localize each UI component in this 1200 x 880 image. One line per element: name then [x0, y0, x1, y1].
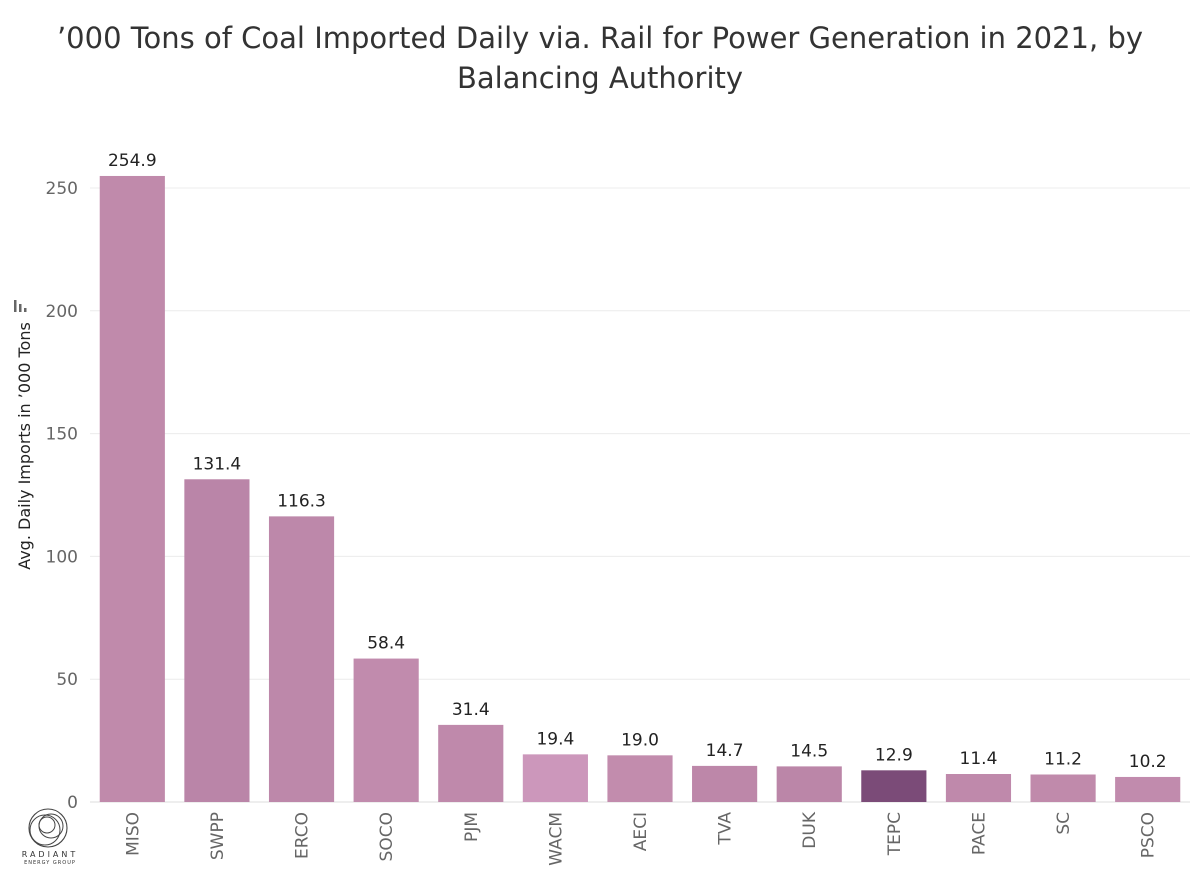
value-label: 58.4 [367, 634, 405, 654]
bar-aeci[interactable] [607, 755, 673, 802]
bar-psco[interactable] [1115, 776, 1181, 802]
bars [99, 175, 1181, 803]
x-axis-categories: MISO SWPP ERCO SOCO PJM WACM AECI TVA DUK TEPC PAC… [123, 811, 1158, 866]
x-category-label: ERCO [293, 812, 313, 859]
bar-sc[interactable] [1030, 774, 1096, 802]
bar-miso[interactable] [99, 175, 165, 803]
gridlines [90, 187, 1190, 803]
value-label: 131.4 [193, 454, 242, 474]
bar-tva[interactable] [692, 765, 758, 802]
bar-swpp[interactable] [184, 479, 250, 802]
y-tick-label: 50 [56, 670, 78, 690]
bar-wacm[interactable] [522, 754, 588, 802]
x-category-label: SWPP [208, 812, 228, 860]
y-tick-label: 250 [46, 179, 78, 199]
bar-soco[interactable] [353, 658, 419, 802]
x-category-label: MISO [123, 812, 143, 856]
x-category-label: SC [1054, 812, 1074, 835]
y-axis-ticks: 0 50 100 150 200 250 [46, 179, 78, 813]
x-category-label: DUK [800, 811, 820, 849]
chart-title-line-1: ’000 Tons of Coal Imported Daily via. Ra… [56, 21, 1144, 55]
logo-subtitle: ENERGY GROUP [24, 860, 76, 866]
value-label: 14.7 [706, 741, 744, 761]
y-tick-label: 150 [46, 425, 78, 445]
bar-pace[interactable] [945, 774, 1012, 802]
y-axis-title-group: Avg. Daily Imports in ’000 Tons [14, 300, 34, 570]
bar-duk[interactable] [776, 766, 842, 802]
value-label: 10.2 [1129, 752, 1167, 772]
y-axis-title: Avg. Daily Imports in ’000 Tons [15, 322, 34, 570]
x-category-label: SOCO [377, 812, 397, 861]
y-tick-label: 100 [46, 547, 78, 567]
x-category-label: AECI [631, 812, 651, 851]
logo-name: RADIANT [21, 850, 79, 859]
y-tick-label: 0 [67, 793, 78, 813]
value-label: 12.9 [875, 745, 913, 765]
x-category-label: WACM [546, 812, 566, 866]
x-category-label: TVA [716, 812, 736, 846]
chart-title: ’000 Tons of Coal Imported Daily via. Ra… [0, 18, 1200, 98]
x-category-label: PACE [969, 812, 989, 855]
bar-erco[interactable] [268, 516, 335, 802]
x-category-label: PJM [462, 812, 482, 842]
value-label: 11.4 [960, 749, 998, 769]
sort-icon[interactable] [14, 300, 27, 312]
radiant-logo-icon [28, 808, 68, 848]
x-category-label: TEPC [885, 812, 905, 856]
y-tick-label: 200 [46, 302, 78, 322]
value-labels: 254.9 131.4 116.3 58.4 31.4 19.4 19.0 14.7 14.5 1… [108, 151, 1167, 772]
radiant-logo: RADIANT ENERGY GROUP [10, 850, 90, 868]
value-label: 19.0 [621, 730, 659, 750]
chart-title-line-2: Balancing Authority [456, 61, 744, 95]
value-label: 14.5 [790, 741, 828, 761]
value-label: 31.4 [452, 700, 490, 720]
value-label: 116.3 [277, 491, 326, 511]
value-label: 11.2 [1044, 749, 1082, 769]
bar-tepc[interactable] [861, 770, 927, 802]
bar-pjm[interactable] [438, 724, 504, 802]
value-label: 254.9 [108, 151, 157, 171]
value-label: 19.4 [536, 729, 574, 749]
x-category-label: PSCO [1139, 812, 1159, 858]
